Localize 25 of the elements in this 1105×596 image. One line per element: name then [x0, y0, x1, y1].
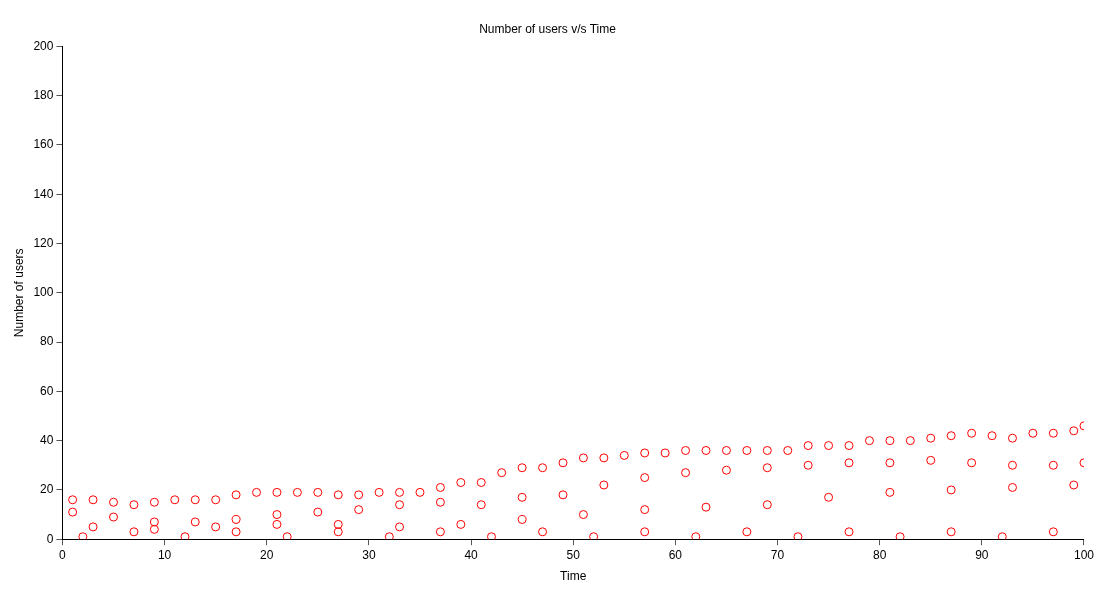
- y-tick-label: 160: [33, 137, 54, 152]
- y-tick-label: 20: [40, 482, 54, 497]
- y-axis-title: Number of users: [11, 248, 26, 338]
- y-tick-label: 180: [33, 87, 54, 102]
- x-tick-label: 20: [260, 547, 274, 562]
- y-tick-label: 60: [40, 383, 54, 398]
- y-tick-label: 200: [33, 38, 54, 53]
- x-tick-label: 80: [873, 547, 887, 562]
- y-tick-label: 140: [33, 186, 54, 201]
- x-axis-title: Time: [560, 569, 587, 584]
- x-tick-label: 0: [59, 547, 67, 562]
- x-tick-label: 30: [362, 547, 376, 562]
- y-tick-label: 100: [33, 285, 54, 300]
- x-tick-label: 100: [1073, 547, 1095, 562]
- y-tick-label: 120: [33, 235, 54, 250]
- y-tick-label: 80: [40, 334, 54, 349]
- y-tick-label: 0: [46, 531, 54, 546]
- x-tick-label: 50: [566, 547, 581, 562]
- chart-title: Number of users v/s Time: [479, 21, 617, 36]
- x-tick-label: 40: [464, 547, 479, 562]
- x-tick-label: 60: [668, 547, 683, 562]
- y-tick-label: 40: [40, 432, 54, 447]
- x-tick-label: 10: [157, 547, 172, 562]
- x-tick-label: 70: [770, 547, 785, 562]
- x-tick-label: 90: [975, 547, 989, 562]
